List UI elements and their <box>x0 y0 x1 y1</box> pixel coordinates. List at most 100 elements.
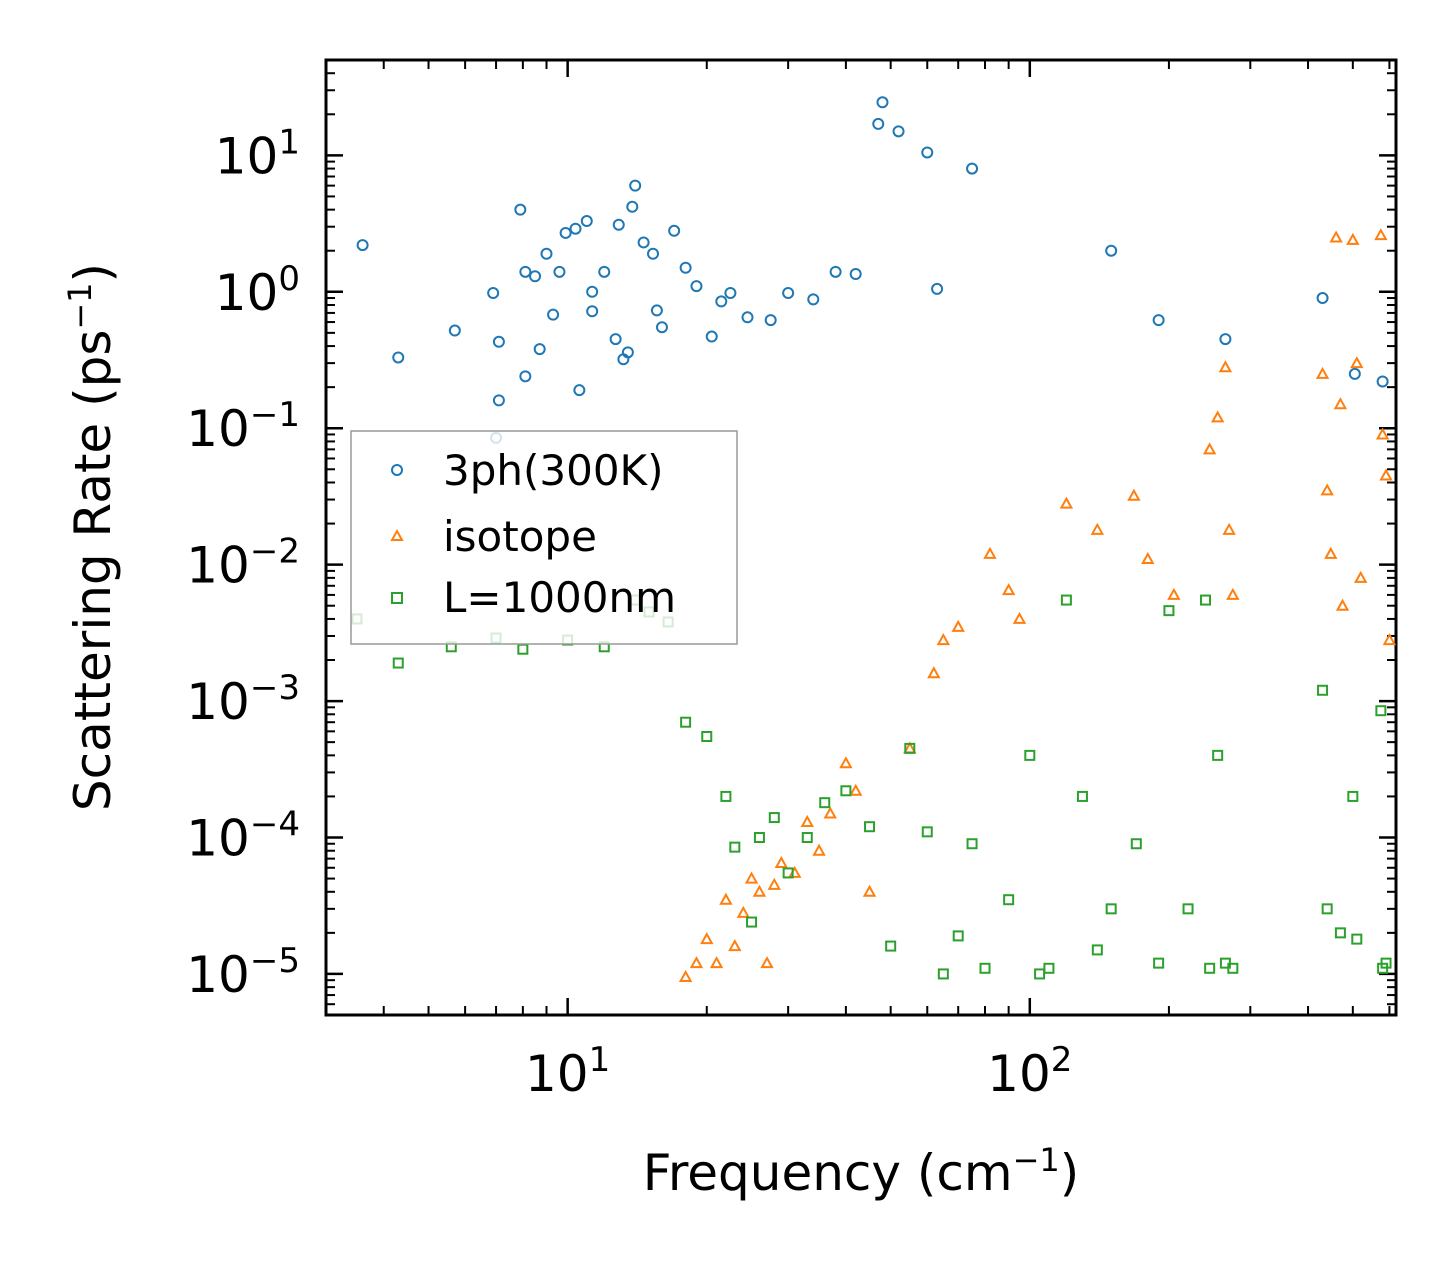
data-point <box>621 346 634 359</box>
legend-marker-boundary <box>391 592 403 604</box>
data-point <box>931 282 944 295</box>
data-point <box>823 806 837 819</box>
data-point <box>1212 749 1224 761</box>
data-point <box>609 333 622 346</box>
data-point <box>679 261 692 274</box>
y-tick-label: 10−5 <box>186 941 300 1004</box>
data-point <box>1379 468 1393 481</box>
data-point <box>1321 903 1333 915</box>
series-0 <box>356 96 1389 444</box>
data-point <box>514 203 527 216</box>
data-point <box>892 125 905 138</box>
data-point <box>559 226 572 239</box>
data-point <box>719 892 733 905</box>
data-point <box>1130 838 1142 850</box>
data-point <box>1380 957 1392 969</box>
x-tick-labels: 101 102 <box>525 1040 1072 1103</box>
data-point <box>1315 366 1330 379</box>
data-point <box>849 268 862 281</box>
data-point <box>1003 894 1015 906</box>
data-point <box>1222 522 1236 535</box>
data-point <box>983 546 997 559</box>
data-point <box>744 871 759 884</box>
data-point <box>1348 367 1361 380</box>
data-point <box>1226 587 1240 600</box>
data-point <box>752 884 767 897</box>
data-point <box>1090 522 1105 535</box>
plot-area <box>324 58 1398 1017</box>
data-point <box>767 877 782 890</box>
data-point <box>1001 583 1016 596</box>
data-point <box>1210 410 1225 423</box>
legend-label-isotope: isotope <box>443 512 597 561</box>
series-1 <box>678 228 1397 982</box>
data-point <box>647 247 660 260</box>
major-ticks <box>326 60 1396 1015</box>
data-point <box>848 783 863 796</box>
data-point <box>519 265 532 278</box>
data-point <box>927 666 941 679</box>
data-point <box>1182 903 1194 915</box>
data-point <box>1167 587 1181 600</box>
data-point <box>1351 933 1363 945</box>
data-point <box>598 265 611 278</box>
data-point <box>979 962 991 974</box>
data-point <box>650 304 663 317</box>
data-point <box>720 790 732 802</box>
data-point <box>936 633 951 646</box>
data-point <box>540 247 553 260</box>
data-point <box>1316 292 1329 305</box>
data-point <box>768 812 780 824</box>
data-point <box>885 940 897 952</box>
data-point <box>736 905 751 918</box>
data-point <box>612 218 625 231</box>
data-point <box>1346 232 1360 245</box>
data-point <box>1335 598 1350 611</box>
data-point <box>1320 483 1334 496</box>
data-point <box>819 797 831 809</box>
data-point <box>1219 333 1232 346</box>
data-point <box>1060 594 1072 606</box>
data-point <box>921 826 933 838</box>
data-point <box>1105 903 1117 915</box>
x-tick-label: 102 <box>987 1040 1072 1103</box>
data-point <box>519 370 532 383</box>
legend-frame <box>350 430 738 645</box>
data-point <box>356 239 369 252</box>
legend-label-3ph: 3ph(300K) <box>443 446 663 495</box>
data-point <box>774 855 789 869</box>
data-point <box>1163 605 1175 617</box>
data-point <box>728 939 742 952</box>
data-point <box>1376 375 1389 388</box>
data-point <box>487 286 500 299</box>
data-point <box>840 785 852 797</box>
data-point <box>1324 546 1338 559</box>
y-tick-label: 10−1 <box>186 395 300 458</box>
legend-marker-isotope <box>390 528 404 541</box>
data-point <box>876 96 889 109</box>
data-point <box>492 394 505 407</box>
data-point <box>1353 570 1368 583</box>
legend-entry-boundary: L=1000nm <box>391 573 676 622</box>
x-axis-title: Frequency (cm−1) <box>643 1141 1080 1202</box>
data-point <box>637 236 650 249</box>
data-point <box>1375 427 1390 440</box>
data-point <box>392 351 405 364</box>
data-point <box>952 930 964 942</box>
data-point <box>705 330 718 343</box>
data-point <box>629 179 642 192</box>
axes-frame <box>324 58 1398 1017</box>
data-point <box>746 916 758 928</box>
data-point <box>807 293 820 306</box>
legend-label-boundary: L=1000nm <box>443 573 676 622</box>
data-point <box>1350 356 1364 369</box>
data-point <box>782 286 795 299</box>
data-point <box>690 280 703 293</box>
data-point <box>724 286 737 299</box>
data-point <box>1059 496 1074 509</box>
y-tick-label: 101 <box>215 122 300 185</box>
data-point <box>800 814 814 827</box>
data-point <box>937 968 949 980</box>
data-point <box>1091 944 1103 956</box>
